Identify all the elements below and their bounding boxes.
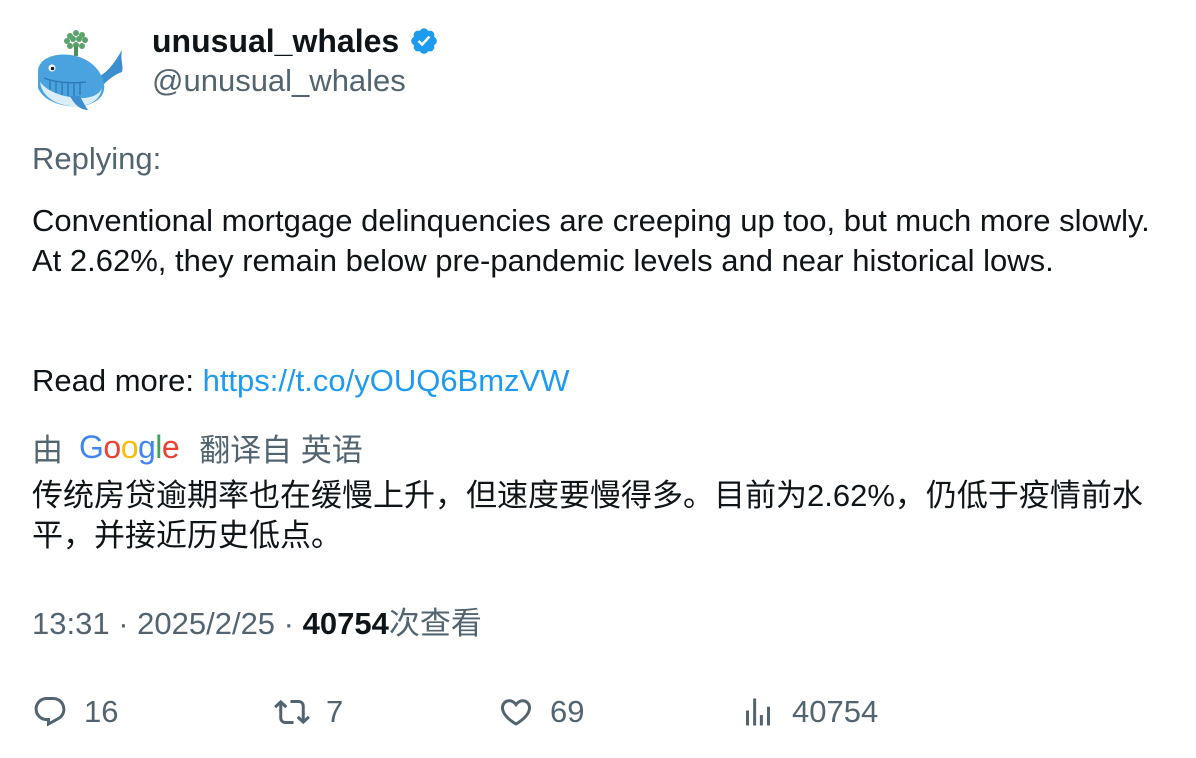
whale-logo-icon xyxy=(38,30,123,110)
translation-suffix: 翻译自 英语 xyxy=(199,432,363,468)
author-name[interactable]: unusual_whales xyxy=(152,22,439,60)
heart-icon xyxy=(500,699,532,726)
translation-prefix: 由 xyxy=(32,432,63,468)
views-count: 40754 xyxy=(302,606,389,641)
author-handle[interactable]: @unusual_whales xyxy=(152,63,406,98)
reply-button[interactable]: 16 xyxy=(32,690,118,734)
tweet-meta: 13:31 · 2025/2/25 · 40754次查看 xyxy=(32,604,482,644)
views-icon xyxy=(746,698,770,726)
views-label: 次查看 xyxy=(388,606,482,641)
translated-text: 传统房贷逾期率也在缓慢上升，但速度要慢得多。目前为2.62%，仍低于疫情前水平，… xyxy=(32,478,1143,553)
avatar[interactable] xyxy=(30,26,126,112)
verified-badge-icon xyxy=(411,28,437,54)
retweet-icon xyxy=(274,699,310,725)
retweet-count: 7 xyxy=(326,694,344,729)
views-action-count: 40754 xyxy=(792,694,879,729)
like-button[interactable]: 69 xyxy=(498,690,584,734)
tweet-link[interactable]: https://t.co/yOUQ6BmzVW xyxy=(202,363,570,398)
read-more-line: Read more: https://t.co/yOUQ6BmzVW xyxy=(32,361,570,401)
reply-count: 16 xyxy=(84,694,119,729)
replying-label: Replying: xyxy=(32,141,162,176)
retweet-button[interactable]: 7 xyxy=(274,690,343,734)
tweet-time[interactable]: 13:31 xyxy=(32,606,110,641)
meta-separator: · xyxy=(275,606,303,641)
tweet-text-body: Conventional mortgage delinquencies are … xyxy=(32,203,1150,278)
author-display-name[interactable]: unusual_whales xyxy=(152,23,400,59)
like-count: 69 xyxy=(550,694,585,729)
views-button[interactable]: 40754 xyxy=(740,690,878,734)
meta-separator: · xyxy=(109,606,138,641)
tweet-text: Conventional mortgage delinquencies are … xyxy=(32,201,1152,281)
tweet-date[interactable]: 2025/2/25 xyxy=(137,606,276,641)
reply-icon xyxy=(34,697,66,727)
read-more-label: Read more: xyxy=(32,363,203,398)
